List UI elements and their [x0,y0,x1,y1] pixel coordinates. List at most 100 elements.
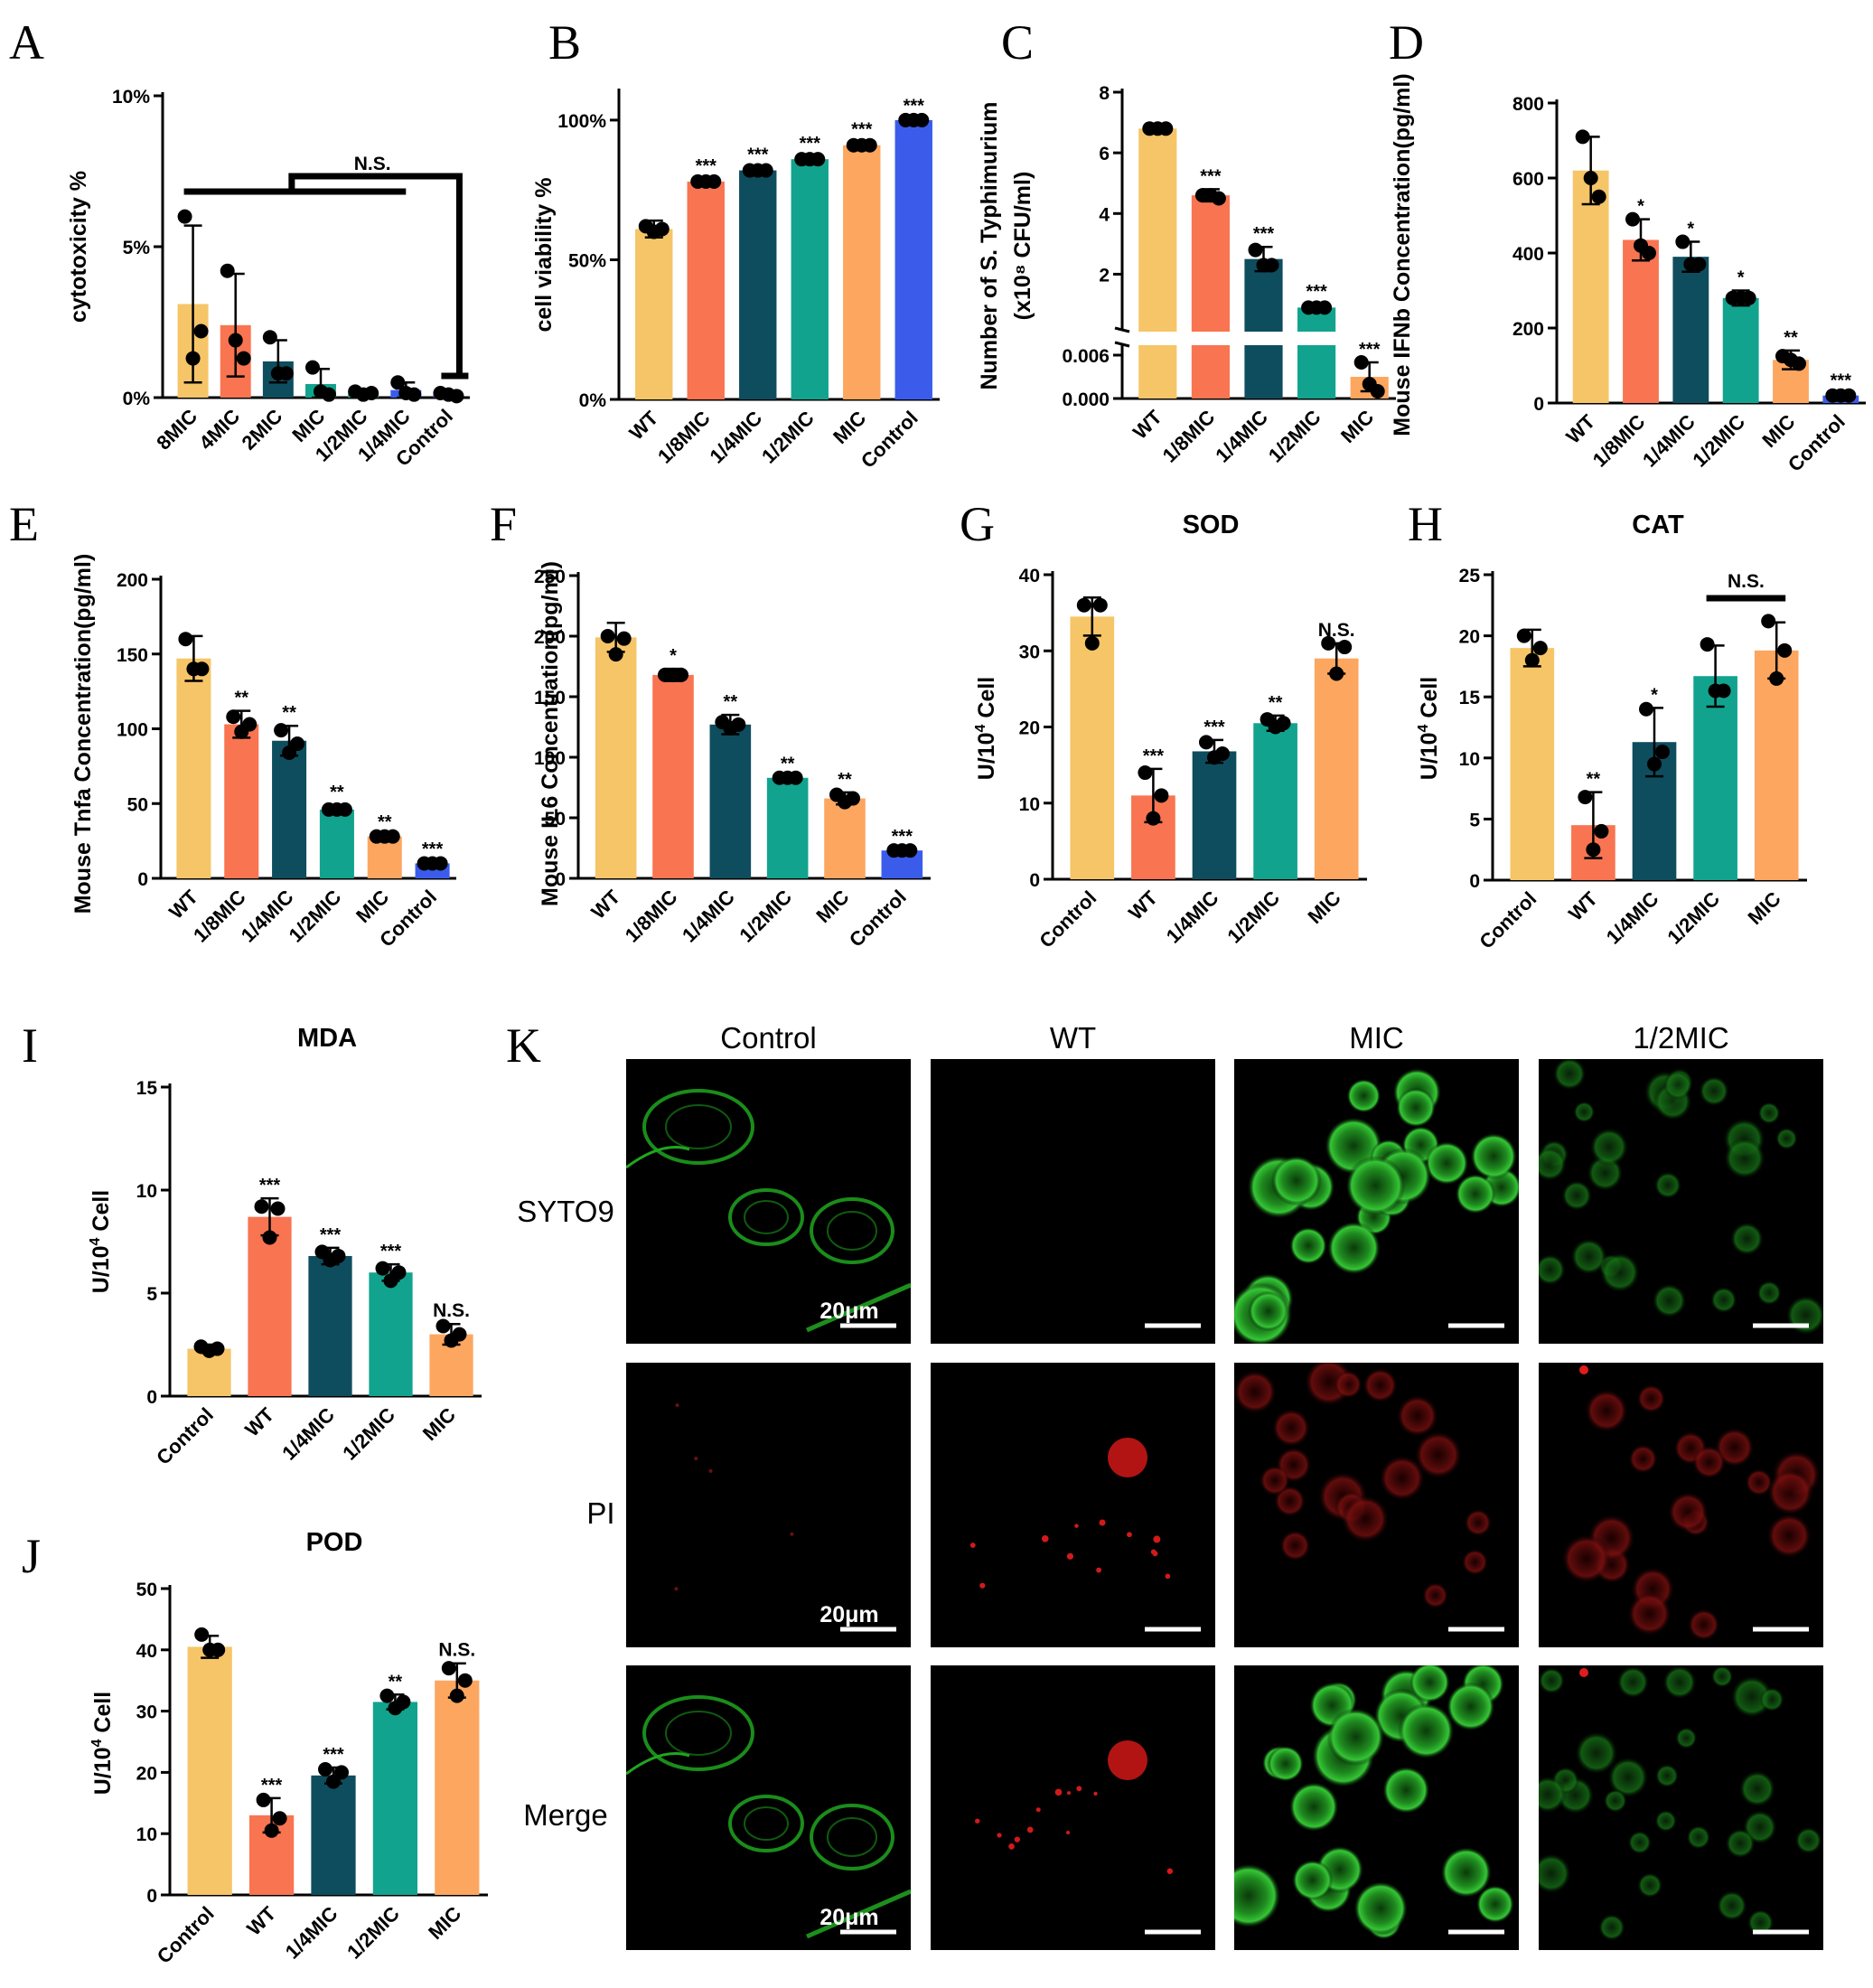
data-point [1716,683,1731,699]
cell-shape [642,1089,754,1165]
data-point [1276,716,1291,731]
y-axis-label-2: (x10⁸ CFU/ml) [1010,172,1035,321]
y-tick-label: 0 [1533,394,1544,415]
green-cell [1455,1173,1496,1214]
green-cell [1234,1862,1281,1928]
y-tick-label: 200 [1512,319,1544,340]
data-point [616,631,632,646]
y-tick-label: 5% [123,238,151,258]
x-tick-label: 1/4MIC [1602,887,1663,949]
y-tick-label: 15 [1459,688,1481,708]
significance-label: ** [330,783,344,802]
column-label-Control: Control [720,1021,816,1055]
y-tick-label: 20 [136,1763,157,1784]
micrograph-1/2MIC-Merge [1539,1665,1823,1950]
data-point [178,632,193,647]
significance-label: ** [1587,770,1601,790]
x-tick-label: Control [1784,410,1850,476]
row-label-Merge: Merge [523,1798,608,1832]
bar-MIC [824,798,866,878]
bar-1/2MIC [369,1272,413,1396]
data-point [914,112,930,127]
red-cell [1234,1369,1278,1414]
data-point [194,661,210,677]
y-tick-label: 50 [545,809,566,830]
red-cell [1636,1383,1666,1413]
data-point [331,1248,346,1263]
data-point [449,1688,464,1703]
ns-annotation: N.S. [1728,571,1765,592]
ns-annotation: N.S. [354,154,391,174]
red-spot [1166,1868,1174,1874]
x-tick-label: 1/2MIC [1688,410,1749,472]
y-axis-label: Mouse Tnfa Concentration(pg/ml) [70,554,96,914]
y-axis-label: Mouse IFNb Concentration(pg/ml) [1390,73,1415,436]
significance-label: *** [323,1745,344,1765]
significance-label: *** [892,827,913,847]
red-cell [1334,1370,1363,1399]
y-tick-label: 50 [127,794,148,815]
green-cell [1292,1860,1334,1901]
significance-label: ** [838,770,852,790]
x-tick-label: Control [1475,887,1541,953]
red-cell [1766,1513,1812,1559]
data-point [1769,670,1784,686]
y-tick-label: 0% [579,390,607,411]
chart-title: SOD [1183,511,1240,539]
micrograph-content [1234,1067,1519,1344]
data-point [1578,790,1593,805]
green-cell [1345,1155,1406,1216]
red-spot [1066,1831,1071,1835]
significance-label: ** [234,689,248,708]
x-tick-label: MIC [1304,886,1345,928]
panel-i: I MDA U/104 Cell 0 5 10 15 Control *** WT *** 1/4MI… [22,1018,482,1469]
data-point [1594,823,1609,839]
green-cell [1716,1890,1747,1921]
data-point [1691,257,1707,272]
x-tick-label: 1/4MIC [705,407,766,468]
x-tick-label: 1/2MIC [285,886,346,947]
data-point [318,1762,332,1777]
green-cell [1589,1127,1629,1167]
data-point [1655,745,1670,760]
significance-label: N.S. [438,1640,475,1661]
row-label-PI: PI [586,1496,614,1530]
data-point [390,375,406,390]
data-point [1329,666,1344,681]
data-point [375,1261,390,1276]
green-cell [1288,1781,1339,1833]
micrograph-background [931,1363,1215,1647]
significance-label: * [1687,220,1694,239]
panel-e: E Mouse Tnfa Concentration(pg/ml) 0 50 100 15… [9,497,456,952]
green-cell [1757,1102,1781,1125]
x-tick-label: 1/8MIC [189,886,250,947]
micrograph-content [1539,1059,1823,1336]
bar-1/4MIC [308,1255,352,1396]
red-spot [1096,1567,1101,1573]
data-point [262,330,277,345]
y-tick-label: 30 [1019,642,1040,662]
data-point [1158,121,1174,136]
micrograph-MIC-Merge [1234,1665,1519,1950]
green-cell [1539,1776,1567,1814]
data-point [322,387,336,402]
data-point [379,1688,395,1703]
x-tick-label: WT [1564,886,1602,924]
micrograph-content [1539,1665,1822,1941]
red-spot [1066,1552,1074,1560]
data-point [337,802,352,817]
data-point [1591,189,1606,204]
chart-title: POD [306,1528,363,1557]
data-point [1353,355,1369,370]
green-cell [1409,1665,1450,1703]
x-tick-label: 1/4MIC [237,886,298,947]
y-tick-label: 150 [534,688,566,708]
significance-label: N.S. [433,1300,470,1321]
red-spot [1035,1807,1041,1813]
data-point [272,1811,287,1826]
green-cell [1440,1846,1493,1899]
green-cell [1785,1295,1823,1336]
x-tick-label: 1/2MIC [757,407,819,468]
panel-label-i: I [22,1018,38,1073]
